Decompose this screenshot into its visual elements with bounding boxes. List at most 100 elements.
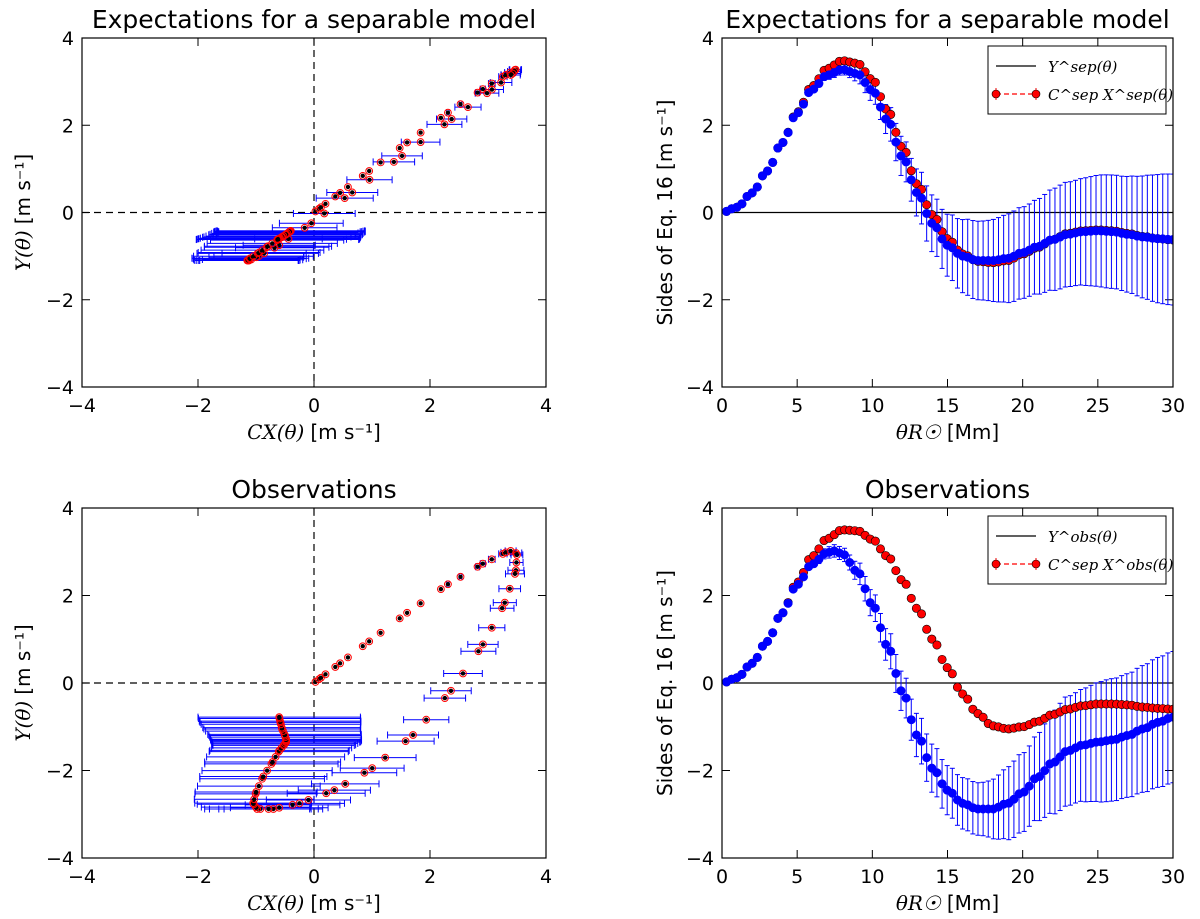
data-point-outline — [275, 713, 284, 722]
data-point — [360, 644, 365, 649]
data-point-outline — [474, 647, 483, 656]
model-point — [870, 88, 880, 98]
legend-entry-2: C^sep X^sep(θ) — [1048, 86, 1173, 104]
data-point — [367, 177, 372, 182]
data-point-outline — [422, 715, 431, 724]
model-point — [1168, 712, 1173, 722]
x-tick-label: 0 — [716, 866, 728, 888]
x-axis-label: CX(θ) [m s⁻¹] — [247, 891, 381, 915]
data-point — [270, 759, 275, 765]
model-point — [875, 102, 885, 112]
data-point — [512, 571, 518, 577]
data-point — [318, 205, 324, 210]
data-point — [362, 770, 367, 775]
data-point — [290, 802, 295, 808]
data-point-outline — [358, 171, 367, 180]
data-point-outline — [321, 199, 330, 208]
model-point — [737, 669, 747, 679]
plot-area — [722, 525, 1173, 841]
data-point — [337, 661, 343, 666]
data-point-outline — [365, 167, 374, 175]
y-tick-label: 0 — [702, 673, 714, 695]
data-point-outline — [398, 151, 406, 160]
data-point-outline — [436, 585, 445, 594]
x-tick-label: 0 — [308, 866, 320, 888]
panel-bottom-right: 0 5 10 15 20 25 30 −4 −2 0 2 4 Observations Y^obs(θ) C… — [653, 475, 1185, 915]
data-point-outline — [436, 113, 445, 122]
model-point — [901, 693, 911, 703]
data-point — [333, 194, 338, 199]
y-axis-label: Y(θ) [m s⁻¹] — [11, 624, 35, 741]
data-point-outline — [487, 79, 496, 88]
data-point-outline — [330, 786, 339, 795]
data-point — [508, 548, 513, 554]
data-point-outline — [368, 764, 377, 773]
model-point — [875, 623, 885, 633]
data-point-outline — [395, 144, 404, 152]
data-point-outline — [401, 737, 410, 746]
data-point-outline — [473, 88, 482, 97]
data-point — [514, 552, 520, 558]
panel-title: Observations — [231, 475, 396, 504]
y-tick-label: −4 — [46, 848, 74, 870]
data-point — [302, 225, 307, 231]
model-point — [747, 188, 757, 198]
model-point — [814, 79, 824, 89]
model-point — [793, 579, 803, 589]
y-axis-label-math: Y(θ) — [11, 701, 35, 742]
model-point — [773, 143, 783, 153]
plot-area — [82, 508, 546, 858]
separable-point — [942, 663, 952, 673]
data-point-outline — [259, 772, 268, 781]
model-point — [911, 730, 921, 740]
data-point — [306, 797, 311, 803]
data-point — [370, 765, 375, 771]
data-point-outline — [340, 194, 349, 203]
data-point-outline — [250, 795, 259, 804]
data-point-outline — [358, 642, 367, 651]
x-tick-label: −2 — [184, 866, 212, 888]
x-axis-label-math: θR☉ — [896, 891, 942, 915]
x-axis-label-unit: [Mm] — [947, 420, 999, 444]
data-point-outline — [264, 805, 273, 813]
y-tick-label: 0 — [62, 203, 74, 225]
x-tick-label: 10 — [860, 866, 884, 888]
data-point-outline — [344, 183, 352, 191]
x-tick-label: 30 — [1161, 866, 1185, 888]
y-axis-label: Sides of Eq. 16 [m s⁻¹] — [653, 100, 677, 326]
data-point-outline — [409, 731, 417, 739]
separable-point — [870, 536, 880, 546]
x-tick-label: 30 — [1161, 395, 1185, 417]
data-point — [297, 801, 302, 806]
data-point — [345, 655, 351, 660]
data-point-outline — [307, 219, 316, 228]
y-axis-label-math: Y(θ) — [11, 230, 35, 271]
data-point — [397, 616, 402, 621]
data-point — [445, 582, 451, 587]
model-point — [798, 572, 808, 582]
data-point — [345, 184, 351, 190]
model-point — [881, 639, 891, 649]
data-point — [458, 101, 463, 107]
x-tick-label: 20 — [1011, 395, 1035, 417]
data-point — [438, 115, 444, 120]
model-point — [840, 550, 850, 560]
data-point-outline — [273, 235, 282, 244]
model-point — [793, 108, 803, 118]
panel-title: Expectations for a separable model — [92, 5, 536, 34]
model-point — [891, 137, 901, 147]
x-tick-label: 2 — [424, 395, 436, 417]
y-tick-label: 4 — [702, 28, 714, 50]
legend-entry-1: Y^sep(θ) — [1048, 58, 1118, 76]
model-point — [814, 554, 824, 564]
separable-point — [891, 127, 901, 137]
axes-frame — [81, 507, 547, 859]
data-point-outline — [416, 128, 425, 137]
data-point-outline — [331, 663, 340, 671]
x-tick-label: 10 — [860, 395, 884, 417]
separable-point — [901, 579, 911, 589]
model-point — [932, 768, 942, 778]
x-tick-label: 0 — [308, 395, 320, 417]
data-point — [256, 250, 262, 255]
model-point — [932, 223, 942, 233]
